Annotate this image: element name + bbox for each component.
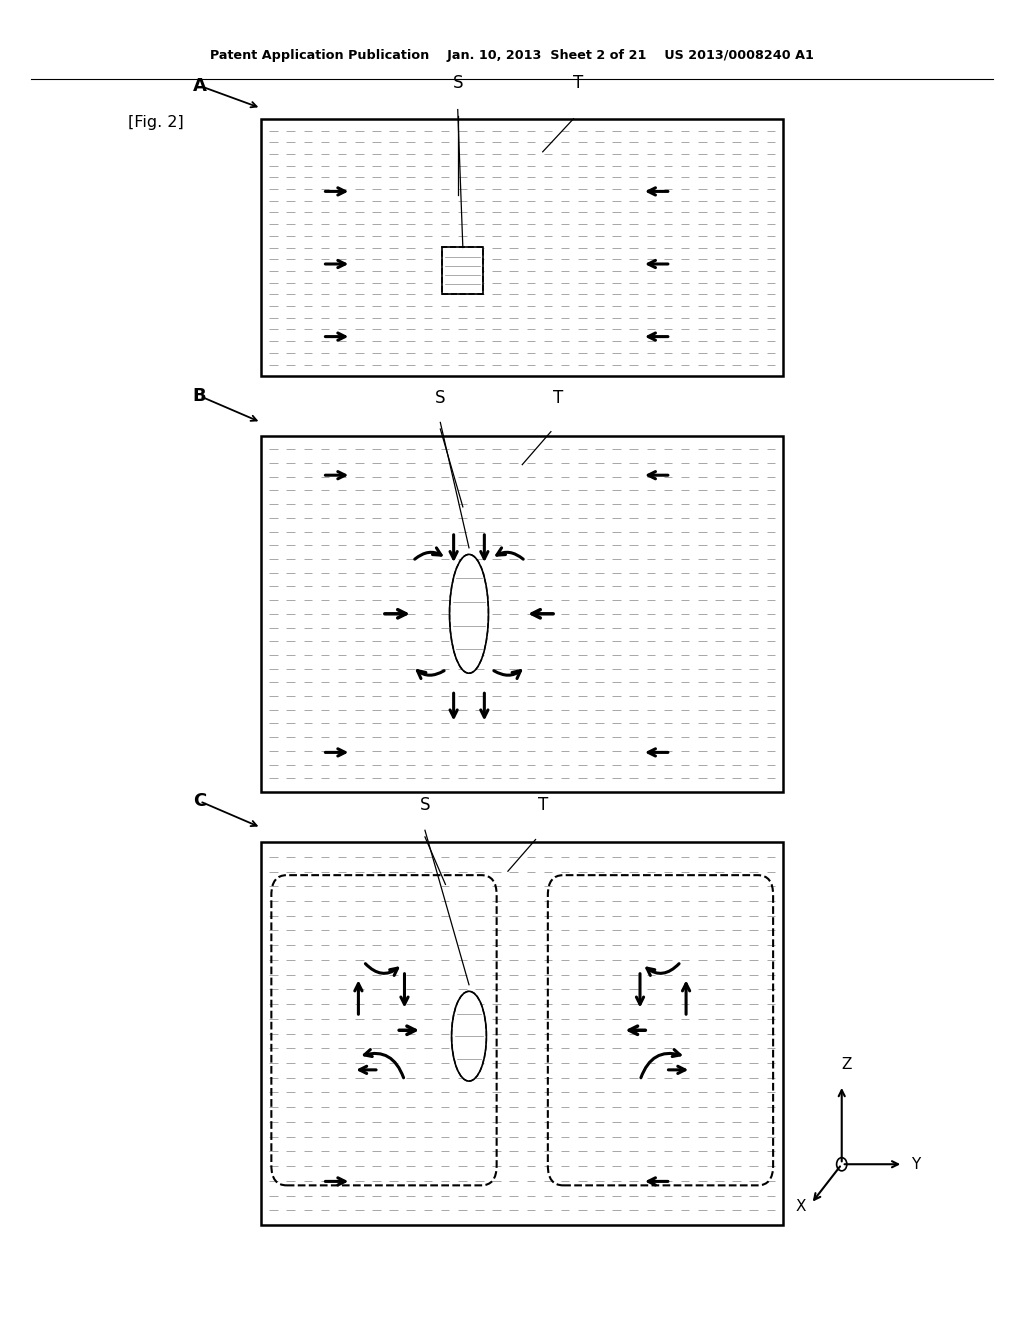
Bar [261, 436, 783, 792]
Text: Patent Application Publication    Jan. 10, 2013  Sheet 2 of 21    US 2013/000824: Patent Application Publication Jan. 10, … [210, 49, 814, 62]
Bar [261, 119, 783, 376]
Text: Y: Y [911, 1156, 921, 1172]
Text: S: S [435, 388, 445, 407]
Ellipse shape [450, 554, 488, 673]
Bar [261, 842, 783, 1225]
Text: C: C [194, 792, 206, 810]
Text: B: B [193, 387, 207, 405]
Text: T: T [553, 388, 563, 407]
Text: [Fig. 2]: [Fig. 2] [128, 115, 183, 131]
Text: T: T [538, 796, 548, 814]
Bar [442, 247, 483, 293]
Text: T: T [573, 74, 584, 92]
Text: S: S [453, 74, 463, 92]
Text: A: A [193, 77, 207, 95]
Text: S: S [420, 796, 430, 814]
Text: Z: Z [842, 1057, 852, 1072]
Bar [442, 247, 483, 293]
Text: X: X [796, 1199, 806, 1214]
Ellipse shape [452, 991, 486, 1081]
